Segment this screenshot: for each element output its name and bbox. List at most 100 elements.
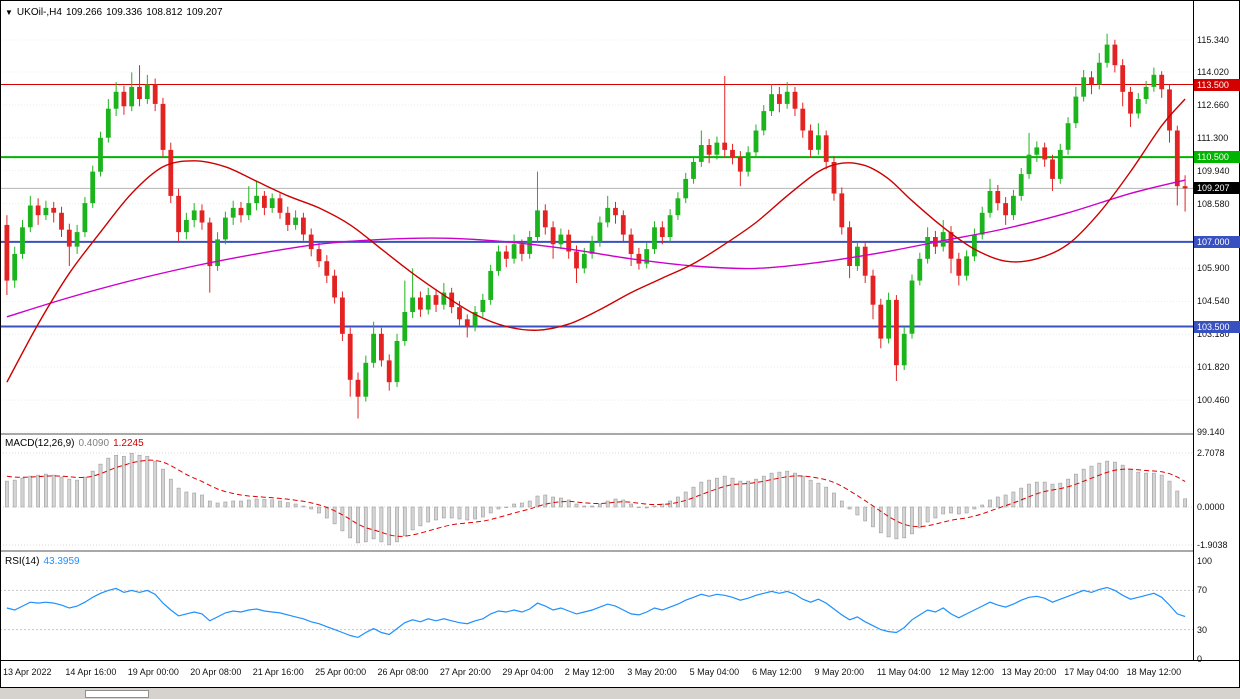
candle-up: [940, 232, 946, 247]
candle-down: [168, 149, 174, 196]
macd-histogram-bar: [722, 475, 727, 508]
candle-down: [324, 261, 330, 276]
candle-up: [441, 292, 447, 305]
macd-histogram-bar: [582, 505, 587, 508]
macd-histogram-bar: [793, 472, 797, 508]
candle-up: [652, 227, 657, 250]
candle-up: [683, 178, 689, 199]
candle-up: [82, 203, 88, 233]
candle-down: [542, 210, 548, 228]
price-tick-label: 115.340: [1197, 35, 1229, 45]
price-tick-label: 100.460: [1197, 395, 1230, 406]
macd-signal-value: 1.2245: [113, 438, 144, 449]
macd-histogram-bar: [754, 478, 758, 508]
macd-histogram-bar: [1050, 483, 1055, 508]
time-axis-label: 13 Apr 2022: [3, 667, 52, 677]
candle-down: [628, 234, 634, 254]
time-axis[interactable]: 13 Apr 2022 14 Apr 16:00 19 Apr 00:00 20 Ap…: [0, 661, 1194, 686]
horizontal-scrollbar[interactable]: [0, 687, 1240, 699]
candle-down: [262, 195, 267, 208]
macd-histogram-bar: [964, 506, 969, 514]
time-axis-label: 17 May 04:00: [1064, 667, 1119, 677]
macd-histogram-bar: [28, 475, 33, 508]
candle-down: [737, 157, 743, 172]
macd-histogram-bar: [504, 506, 509, 508]
rsi-tick-label: 0: [1197, 654, 1203, 664]
candle-up: [784, 91, 790, 104]
candle-down: [894, 299, 899, 366]
candle-up: [1073, 96, 1079, 124]
macd-histogram-bar: [715, 477, 719, 508]
macd-histogram-bar: [902, 506, 907, 539]
macd-panel[interactable]: [0, 435, 1194, 550]
price-axis[interactable]: 115.340 114.020 112.660 111.300 109.940 108.5…: [1194, 0, 1240, 686]
macd-histogram-bar: [894, 506, 899, 540]
price-line-label: 110.500: [1194, 151, 1240, 164]
candle-down: [464, 319, 470, 327]
macd-histogram-bar: [769, 472, 774, 508]
macd-histogram-bar: [559, 497, 563, 508]
macd-histogram-bar: [871, 506, 875, 528]
candle-up: [886, 299, 891, 339]
macd-histogram-bar: [933, 506, 938, 519]
scrollbar-thumb[interactable]: [85, 690, 149, 698]
candle-up: [363, 362, 369, 397]
main-price-panel[interactable]: [0, 0, 1194, 434]
macd-histogram-bar: [44, 473, 48, 508]
candle-up: [394, 341, 400, 383]
candle-down: [636, 253, 642, 264]
price-tick-label: 112.660: [1197, 99, 1229, 110]
candle-down: [800, 108, 806, 131]
macd-histogram-bar: [621, 499, 626, 508]
macd-histogram-bar: [262, 499, 267, 508]
candle-down: [839, 193, 845, 228]
macd-histogram-bar: [161, 468, 165, 508]
macd-histogram-bar: [402, 506, 407, 537]
macd-histogram-bar: [512, 503, 516, 508]
candle-down: [730, 149, 735, 158]
time-axis-label: 3 May 20:00: [627, 667, 677, 677]
candle-down: [862, 246, 868, 276]
price-tick-label: 101.820: [1197, 362, 1230, 373]
candle-up: [745, 152, 751, 172]
macd-histogram-bar: [36, 474, 40, 508]
macd-indicator-label: MACD(12,26,9) 0.4090 1.2245: [5, 438, 148, 449]
macd-histogram-bar: [379, 506, 384, 543]
macd-histogram-bar: [956, 506, 961, 515]
chart-dropdown-icon[interactable]: ▼: [5, 8, 13, 17]
candle-up: [753, 130, 759, 153]
macd-histogram-bar: [863, 506, 868, 522]
candle-down: [199, 210, 205, 223]
macd-histogram-bar: [886, 506, 891, 538]
candle-up: [191, 210, 197, 221]
macd-histogram-bar: [824, 486, 829, 508]
rsi-tick-label: 30: [1197, 624, 1208, 635]
candle-up: [527, 237, 533, 254]
candle-down: [566, 234, 572, 252]
candle-down: [792, 91, 798, 109]
macd-histogram-bar: [613, 498, 618, 508]
macd-histogram-bar: [566, 499, 571, 508]
candle-up: [43, 207, 49, 216]
panel-separator[interactable]: [0, 550, 1240, 552]
macd-histogram-bar: [543, 494, 548, 508]
candle-down: [308, 234, 314, 250]
panel-separator[interactable]: [0, 433, 1240, 435]
ohlc-close: 109.207: [186, 7, 223, 18]
macd-histogram-bar: [1136, 471, 1141, 508]
candle-down: [1167, 89, 1172, 131]
candle-down: [722, 142, 728, 150]
candle-up: [917, 258, 923, 281]
candle-down: [1174, 130, 1180, 187]
candle-down: [550, 227, 556, 245]
macd-histogram-bar: [114, 454, 118, 508]
symbol-ohlc-label: ▼ UKOil-,H4 109.266 109.336 108.812 109.207: [5, 7, 227, 18]
macd-histogram-bar: [699, 481, 704, 508]
candle-up: [496, 251, 501, 271]
rsi-panel[interactable]: [0, 553, 1194, 660]
macd-histogram-bar: [917, 506, 922, 529]
macd-histogram-bar: [1027, 483, 1031, 508]
candle-down: [574, 251, 579, 269]
macd-histogram-bar: [387, 506, 392, 546]
rsi-tick-label: 100: [1197, 556, 1213, 566]
